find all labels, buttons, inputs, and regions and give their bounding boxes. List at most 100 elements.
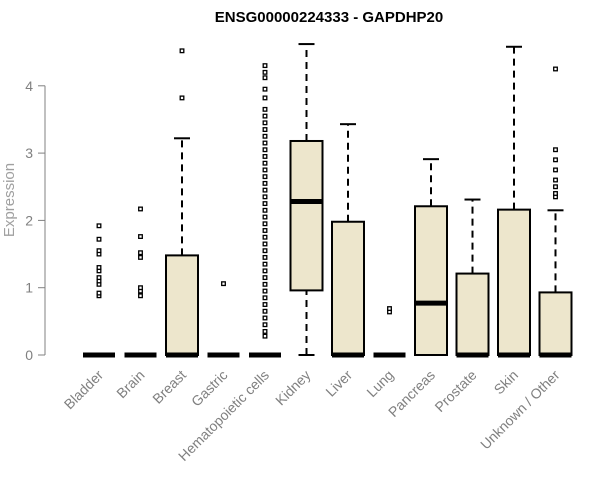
outlier-point <box>262 288 268 294</box>
outlier-point <box>262 268 268 274</box>
outlier-point <box>387 306 392 312</box>
outlier-point <box>262 241 268 247</box>
y-tick-label: 2 <box>25 212 33 228</box>
outlier-point <box>138 254 143 260</box>
outlier-point <box>262 261 268 267</box>
box-group <box>83 223 115 358</box>
box-group <box>289 43 324 356</box>
outlier-point <box>262 228 268 233</box>
outlier-point <box>262 63 268 69</box>
outlier-point <box>262 333 268 339</box>
box-iqr <box>497 208 531 356</box>
chart-title: ENSG00000224333 - GAPDHP20 <box>215 9 443 26</box>
y-tick-label: 0 <box>25 347 33 363</box>
outlier-point <box>96 275 102 281</box>
box-group <box>124 206 157 358</box>
y-tick-label: 3 <box>25 145 33 161</box>
x-tick-label: Prostate <box>431 367 479 415</box>
outlier-point <box>262 113 268 119</box>
box-iqr <box>414 205 448 356</box>
y-axis-label: Expression <box>1 163 18 237</box>
box-group <box>538 66 573 358</box>
outlier-point <box>553 184 558 190</box>
outlier-point <box>138 293 143 299</box>
y-tick-label: 4 <box>25 78 33 94</box>
outlier-point <box>262 127 268 132</box>
outlier-point <box>179 95 185 101</box>
outlier-point <box>553 191 558 196</box>
outlier-point <box>553 147 558 153</box>
outlier-point <box>262 315 268 321</box>
outlier-point <box>262 187 268 193</box>
outlier-point <box>262 106 268 112</box>
outlier-point <box>553 177 558 183</box>
outlier-point <box>221 281 226 287</box>
outlier-point <box>262 248 268 254</box>
x-tick-label: Brain <box>113 367 147 401</box>
box-iqr <box>165 254 199 356</box>
box-group <box>455 198 490 358</box>
box-group <box>165 48 199 358</box>
x-tick-label: Lung <box>363 367 396 400</box>
outlier-point <box>262 120 268 126</box>
outlier-point <box>96 223 102 229</box>
box-group <box>373 306 406 358</box>
outlier-point <box>262 75 268 81</box>
outlier-point <box>262 160 268 166</box>
outlier-point <box>262 254 268 260</box>
outlier-point <box>262 281 268 287</box>
outlier-point <box>96 265 102 270</box>
outlier-point <box>138 285 143 291</box>
outlier-point <box>262 295 268 301</box>
outlier-point <box>179 48 185 54</box>
outlier-point <box>138 250 143 256</box>
outlier-point <box>553 66 558 72</box>
outlier-point <box>262 69 268 75</box>
outlier-point <box>262 207 268 213</box>
box-group <box>414 158 448 356</box>
outlier-point <box>262 328 268 334</box>
outlier-point <box>138 234 143 240</box>
outlier-point <box>262 140 268 146</box>
y-tick-label: 1 <box>25 280 33 296</box>
box-iqr <box>455 272 490 356</box>
x-tick-label: Skin <box>491 367 522 398</box>
box-iqr <box>289 139 324 292</box>
outlier-point <box>262 214 268 220</box>
outlier-point <box>262 275 268 281</box>
outlier-point <box>96 236 102 242</box>
outlier-point <box>262 147 268 153</box>
outlier-point <box>138 206 143 212</box>
box-group <box>207 281 240 358</box>
outlier-point <box>262 174 268 180</box>
box-group <box>331 123 365 358</box>
outlier-point <box>262 180 268 186</box>
box-group <box>249 63 281 358</box>
outlier-point <box>262 302 268 307</box>
outlier-point <box>262 201 268 207</box>
box-iqr <box>331 220 365 356</box>
x-tick-label: Kidney <box>272 367 314 409</box>
outlier-point <box>553 157 558 163</box>
outlier-point <box>262 221 268 227</box>
outlier-point <box>96 248 102 254</box>
outlier-point <box>262 322 268 328</box>
box-group <box>497 45 531 358</box>
x-tick-label: Liver <box>322 367 355 400</box>
outlier-point <box>96 290 102 296</box>
outlier-point <box>553 167 558 173</box>
x-tick-label: Bladder <box>61 367 107 413</box>
outlier-point <box>262 95 268 101</box>
outlier-point <box>262 133 268 139</box>
outlier-point <box>262 308 268 314</box>
outlier-point <box>262 194 268 200</box>
y-axis-ticks: 0 1 2 3 4 <box>25 78 45 363</box>
outlier-point <box>262 234 268 240</box>
x-tick-label: Unknown / Other <box>477 367 563 453</box>
boxes <box>83 43 573 358</box>
outlier-point <box>262 154 268 159</box>
box-iqr <box>538 291 573 357</box>
x-tick-label: Breast <box>149 367 189 407</box>
